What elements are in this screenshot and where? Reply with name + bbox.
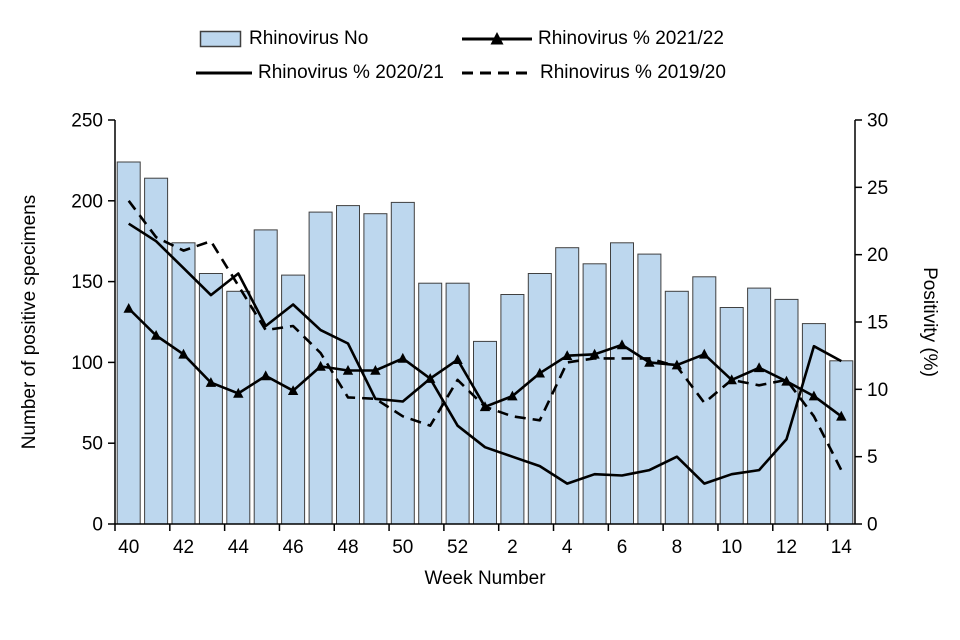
left-axis-tick-label: 250 (71, 111, 103, 132)
solid-line-swatch-icon (196, 71, 252, 75)
triangle-marker-week-4 (562, 350, 573, 360)
triangle-marker-week-11 (753, 362, 765, 373)
bar-week-8 (664, 290, 689, 525)
x-axis-tick-label: 40 (118, 537, 139, 558)
bar-week-41 (144, 177, 169, 525)
triangle-marker-week-1 (479, 401, 491, 412)
bar-week-2 (500, 294, 525, 525)
legend-item-2020-21: Rhinovirus % 2020/21 (196, 62, 444, 84)
triangle-marker-week-48 (342, 365, 354, 375)
legend-triangle-marker (490, 32, 504, 45)
x-axis-tick-label: 8 (672, 537, 683, 558)
x-axis-title: Week Number (424, 568, 546, 589)
bar-week-3 (527, 273, 552, 525)
triangle-marker-week-41 (150, 330, 162, 340)
triangle-marker-week-49 (370, 365, 381, 375)
triangle-marker-week-44 (233, 387, 244, 398)
bar-swatch-icon (199, 30, 242, 48)
right-axis-tick-label: 0 (867, 515, 878, 536)
line-rhinovirus-2020-21 (128, 222, 842, 485)
right-axis-tick-label: 15 (867, 313, 888, 334)
bar-week-7 (637, 253, 662, 525)
legend-label-2021-22: Rhinovirus % 2021/22 (538, 28, 724, 49)
bar-week-5 (582, 263, 607, 525)
x-axis-tick-label: 10 (721, 537, 742, 558)
dashed-line-swatch-icon (462, 71, 534, 75)
left-axis-tick-label: 0 (92, 515, 103, 536)
x-axis-tick-label: 46 (283, 537, 304, 558)
right-axis-tick-label: 20 (867, 245, 888, 266)
right-axis-tick-label: 5 (867, 447, 878, 468)
legend-label-rhinovirus-no: Rhinovirus No (249, 28, 369, 49)
legend-item-rhinovirus-no: Rhinovirus No (199, 28, 368, 50)
bar-week-44 (226, 290, 251, 525)
triangle-marker-week-12 (781, 375, 792, 386)
triangle-line-swatch-icon (462, 32, 532, 45)
triangle-marker-week-5 (589, 348, 600, 359)
bar-week-42 (171, 242, 196, 525)
x-axis-tick-label: 48 (337, 537, 358, 558)
triangle-marker-week-2 (507, 390, 518, 401)
bar-week-48 (336, 205, 360, 525)
bar-week-51 (418, 282, 443, 525)
left-axis-tick-label: 100 (71, 353, 103, 374)
right-axis-tick-label: 10 (867, 380, 888, 401)
x-axis-tick-label: 2 (507, 537, 518, 558)
bar-swatch-rect (199, 30, 242, 48)
triangle-marker-week-51 (425, 373, 436, 383)
bar-week-14 (829, 360, 854, 525)
triangle-marker-week-13 (808, 390, 820, 401)
x-axis-tick-label: 50 (392, 537, 413, 558)
left-axis-tick-label: 150 (71, 272, 103, 293)
bar-week-40 (116, 161, 141, 525)
legend-label-2020-21: Rhinovirus % 2020/21 (258, 62, 444, 83)
legend-item-2021-22: Rhinovirus % 2021/22 (462, 28, 724, 50)
triangle-marker-week-40 (123, 303, 134, 313)
x-axis-tick-label: 44 (228, 537, 250, 558)
left-axis-tick-label: 200 (71, 191, 103, 212)
triangle-marker-week-46 (287, 385, 299, 395)
triangle-marker-week-3 (534, 367, 545, 378)
legend-label-2019-20: Rhinovirus % 2019/20 (540, 62, 726, 83)
triangle-marker-week-42 (178, 348, 189, 359)
x-axis-tick-label: 12 (776, 537, 797, 558)
left-axis-title: Number of positive specimens (19, 194, 40, 450)
bar-week-52 (445, 282, 470, 525)
triangle-marker-week-14 (836, 410, 847, 421)
bar-week-43 (198, 273, 223, 525)
triangle-marker-week-50 (397, 352, 408, 363)
right-axis-title: Positivity (%) (919, 267, 940, 377)
bar-week-13 (801, 323, 826, 525)
x-axis-tick-label: 14 (831, 537, 853, 558)
x-axis-tick-label: 6 (617, 537, 628, 558)
triangle-marker-week-6 (616, 339, 628, 350)
bar-week-11 (747, 287, 772, 525)
bar-week-9 (692, 276, 717, 525)
bar-week-6 (610, 242, 634, 525)
triangle-marker-week-9 (699, 348, 710, 359)
bar-week-10 (719, 307, 744, 525)
triangle-marker-week-8 (671, 359, 683, 370)
bar-week-1 (473, 340, 497, 525)
triangle-marker-week-45 (260, 370, 271, 381)
legend-item-2019-20: Rhinovirus % 2019/20 (462, 62, 726, 84)
x-axis-tick-label: 42 (173, 537, 194, 558)
right-axis-tick-label: 30 (867, 111, 888, 132)
triangle-marker-week-47 (315, 360, 326, 371)
x-axis-tick-label: 4 (562, 537, 573, 558)
triangle-marker-week-10 (726, 374, 737, 385)
right-axis-tick-label: 25 (867, 178, 888, 199)
triangle-marker-week-52 (452, 354, 463, 364)
triangle-marker-week-7 (644, 356, 655, 367)
left-axis-tick-label: 50 (82, 434, 103, 455)
triangle-marker-week-43 (205, 377, 217, 387)
x-axis-tick-label: 52 (447, 537, 468, 558)
